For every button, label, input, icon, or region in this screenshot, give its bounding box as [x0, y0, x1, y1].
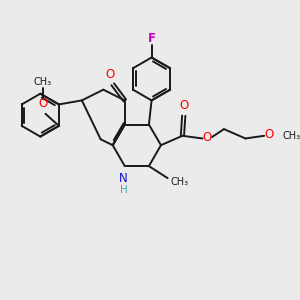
Text: N: N: [119, 172, 128, 185]
Text: CH₃: CH₃: [34, 76, 52, 87]
Text: O: O: [105, 68, 115, 81]
Text: O: O: [38, 97, 47, 110]
Text: H: H: [120, 185, 127, 195]
Text: O: O: [203, 130, 212, 144]
Text: CH₃: CH₃: [171, 177, 189, 187]
Text: F: F: [148, 32, 156, 45]
Text: O: O: [179, 99, 188, 112]
Text: CH₃: CH₃: [283, 131, 300, 141]
Text: O: O: [264, 128, 274, 141]
